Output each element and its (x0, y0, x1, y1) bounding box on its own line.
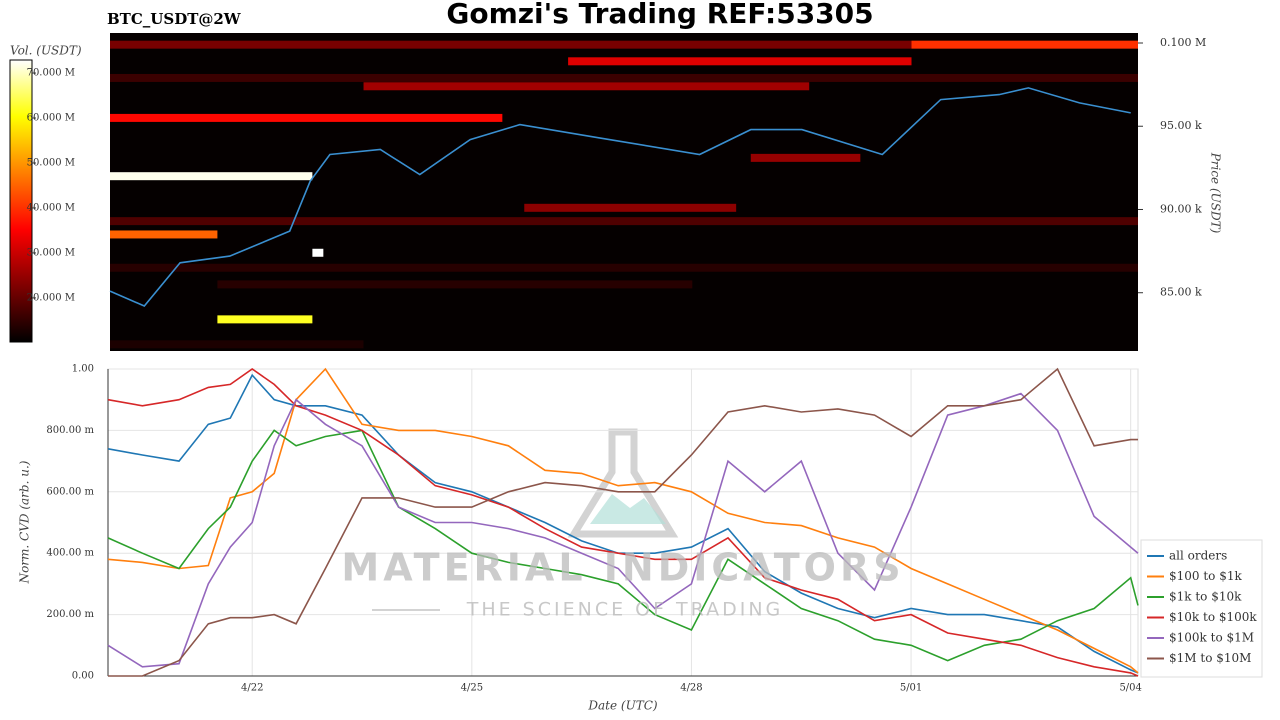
colorbar-tick-label: 20.000 M (27, 292, 75, 303)
watermark-subtext: THE SCIENCE OF TRADING (466, 599, 784, 621)
cvd-line (107, 367, 1139, 674)
y-tick-label: 800.00 m (46, 425, 94, 436)
cvd-chart: 0.00 200.00 m 400.00 m 600.00 m 800.00 m 1.00… (46, 364, 1142, 694)
liquidity-band (750, 153, 861, 162)
liquidity-band (110, 217, 1138, 226)
legend-label: all orders (1169, 549, 1227, 563)
watermark-text: MATERIAL INDICATORS (341, 546, 904, 590)
liquidity-band (110, 113, 503, 122)
legend-label: $1k to $10k (1169, 590, 1242, 604)
y-tick-label: 0.100 M (1160, 36, 1206, 49)
liquidity-band (217, 315, 313, 324)
colorbar-tick-label: 50.000 M (27, 157, 75, 168)
y-tick-label: 85.00 k (1160, 286, 1202, 299)
watermark (372, 428, 679, 611)
cvd-line (107, 429, 1139, 662)
liquidity-band (217, 280, 693, 289)
x-tick-label: 4/25 (461, 683, 483, 694)
symbol-label: BTC_USDT@2W (107, 10, 242, 28)
colorbar-tick-label: 70.000 M (27, 68, 75, 79)
y-tick-label: 95.00 k (1160, 119, 1202, 132)
legend-label: $100 to $1k (1169, 569, 1242, 583)
liquidity-band (312, 248, 324, 257)
liquidity-band (363, 82, 810, 91)
flask-icon (567, 428, 679, 538)
y-tick-label: 0.00 (72, 671, 94, 682)
cvd-line (107, 373, 1139, 674)
y-tick-label: 1.00 (72, 364, 94, 375)
colorbar-tick-label: 60.000 M (27, 113, 75, 124)
liquidity-band (568, 57, 912, 66)
liquidity-band (911, 40, 1138, 49)
legend-label: $10k to $100k (1169, 610, 1257, 624)
heatmap-chart: 85.00 k 90.00 k 95.00 k 0.100 M 20.000 M 30.0… (27, 36, 1206, 349)
price-line (109, 87, 1131, 307)
y-tick-label: 600.00 m (46, 486, 94, 497)
x-tick-label: 4/28 (680, 683, 702, 694)
y-tick-label: 90.00 k (1160, 202, 1202, 215)
y-tick-label: 400.00 m (46, 548, 94, 559)
cvd-line (107, 368, 1139, 677)
liquidity-band (110, 230, 218, 239)
chart-title: Gomzi's Trading REF:53305 (446, 0, 873, 30)
x-axis-title: Date (UTC) (587, 699, 657, 713)
x-tick-label: 5/01 (900, 683, 922, 694)
flask-liquid (590, 494, 666, 524)
x-tick-label: 4/22 (241, 683, 263, 694)
colorbar-tick-label: 40.000 M (27, 202, 75, 213)
liquidity-band (110, 40, 912, 49)
cvd-axis-title: Norm. CVD (arb. u.) (18, 460, 32, 584)
colorbar-label: Vol. (USDT) (10, 44, 82, 58)
liquidity-band (110, 340, 364, 349)
legend-label: $1M to $10M (1169, 651, 1251, 665)
cvd-line (108, 367, 1138, 677)
liquidity-band (110, 263, 1138, 272)
colorbar-tick-label: 30.000 M (27, 247, 75, 258)
liquidity-band (524, 203, 737, 212)
cvd-line (107, 392, 1139, 668)
legend-label: $100k to $1M (1169, 631, 1254, 645)
liquidity-band (110, 172, 313, 181)
y-tick-label: 200.00 m (46, 609, 94, 620)
legend-entries: all orders $100 to $1k $1k to $10k $10k to … (1147, 549, 1257, 665)
liquidity-band (110, 73, 1138, 82)
colorbar (9, 59, 33, 343)
price-axis-title: Price (USDT) (1209, 152, 1223, 234)
legend (1140, 539, 1263, 678)
x-tick-label: 5/04 (1119, 683, 1141, 694)
